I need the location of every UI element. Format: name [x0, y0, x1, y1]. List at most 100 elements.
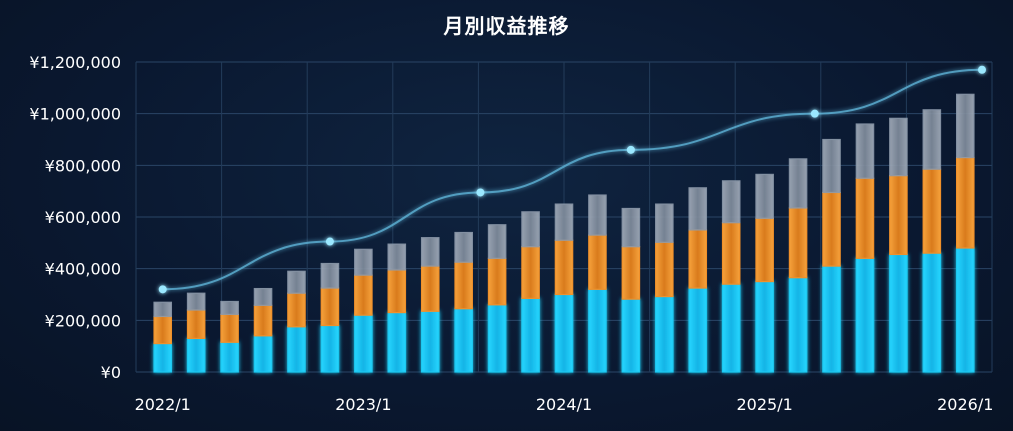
- bar-segment-bottom: [688, 287, 708, 373]
- x-tick-label: 2026/1: [937, 395, 993, 414]
- bar-segment-top: [855, 123, 875, 179]
- bar-segment-bottom: [755, 280, 774, 373]
- bar-segment-bottom: [588, 288, 607, 373]
- bar-segment-middle: [855, 177, 875, 259]
- bar-segment-top: [387, 243, 407, 271]
- bar-segment-top: [688, 187, 708, 231]
- bar-segment-top: [922, 109, 942, 170]
- trend-point: [626, 145, 635, 154]
- x-tick-label: 2022/1: [135, 395, 191, 414]
- bar-segment-middle: [320, 287, 340, 327]
- bar-segment-middle: [588, 234, 607, 290]
- bar-segment-bottom: [922, 252, 942, 373]
- bar-segment-middle: [621, 246, 641, 300]
- x-tick-label: 2025/1: [736, 395, 792, 414]
- bar-segment-bottom: [387, 311, 407, 373]
- bar-segment-top: [287, 270, 306, 294]
- bar-segment-bottom: [554, 293, 574, 373]
- bar-segment-bottom: [788, 277, 808, 373]
- line-layer: [158, 65, 986, 294]
- bar-segment-middle: [688, 229, 708, 289]
- chart-title: 月別収益推移: [443, 14, 570, 38]
- bar-segment-top: [354, 248, 373, 276]
- bar-segment-bottom: [955, 247, 975, 373]
- bar-segment-middle: [922, 168, 942, 254]
- bar-segment-top: [788, 158, 808, 209]
- bar-segment-top: [721, 180, 741, 224]
- y-tick-label: ¥600,000: [45, 208, 121, 227]
- x-tick-label: 2024/1: [536, 395, 592, 414]
- bar-segment-bottom: [621, 298, 641, 373]
- bar-segment-top: [521, 211, 540, 248]
- bar-segment-middle: [354, 274, 373, 316]
- bar-segment-top: [454, 231, 473, 263]
- bar-segment-top: [822, 138, 841, 194]
- trend-point: [158, 285, 167, 294]
- bar-segment-bottom: [655, 295, 674, 373]
- bar-segment-bottom: [420, 310, 440, 373]
- bar-segment-bottom: [487, 304, 507, 373]
- y-tick-label: ¥400,000: [45, 260, 121, 279]
- bar-segment-middle: [253, 304, 273, 337]
- bar-segment-middle: [487, 257, 507, 306]
- bar-segment-bottom: [153, 342, 173, 373]
- trend-point: [978, 65, 986, 74]
- bar-segment-middle: [955, 156, 975, 249]
- y-tick-label: ¥0: [101, 363, 121, 382]
- bar-segment-middle: [822, 191, 841, 267]
- bar-segment-top: [889, 117, 908, 177]
- bar-segment-bottom: [521, 297, 540, 373]
- trend-point: [325, 237, 334, 246]
- bar-segment-top: [320, 262, 340, 289]
- bar-segment-bottom: [855, 257, 875, 373]
- y-tick-label: ¥800,000: [45, 156, 121, 175]
- bar-segment-bottom: [354, 314, 373, 373]
- y-tick-label: ¥1,200,000: [29, 53, 121, 72]
- bar-segment-bottom: [253, 335, 273, 373]
- bar-segment-middle: [420, 265, 440, 312]
- bar-segment-middle: [755, 217, 774, 283]
- bars-layer: [153, 93, 975, 373]
- y-tick-label: ¥1,000,000: [29, 105, 121, 124]
- bar-segment-bottom: [822, 265, 841, 373]
- bar-segment-bottom: [721, 283, 741, 373]
- bar-segment-bottom: [889, 253, 908, 373]
- y-tick-label: ¥200,000: [45, 311, 121, 330]
- bar-segment-middle: [655, 241, 674, 298]
- bar-segment-middle: [186, 309, 206, 340]
- trend-point: [476, 188, 485, 197]
- bar-segment-middle: [454, 261, 473, 310]
- bar-segment-middle: [721, 222, 741, 285]
- bar-segment-middle: [554, 239, 574, 296]
- bar-segment-top: [554, 203, 574, 241]
- bar-segment-middle: [153, 315, 173, 345]
- bar-segment-middle: [521, 246, 540, 299]
- bar-segment-top: [253, 287, 273, 306]
- bar-segment-middle: [220, 313, 239, 343]
- bar-segment-middle: [889, 175, 908, 256]
- bar-segment-bottom: [320, 324, 340, 373]
- trend-line: [162, 68, 983, 291]
- trend-point: [810, 109, 819, 118]
- bar-segment-middle: [788, 207, 808, 279]
- bar-segment-bottom: [454, 308, 473, 373]
- bar-segment-top: [655, 203, 674, 243]
- bar-segment-bottom: [287, 326, 306, 373]
- bar-segment-top: [186, 292, 206, 311]
- x-tick-label: 2023/1: [335, 395, 391, 414]
- bar-segment-top: [220, 300, 239, 315]
- bar-segment-middle: [387, 269, 407, 314]
- bar-segment-top: [420, 237, 440, 267]
- axis-layer: ¥0 ¥200,000 ¥400,000 ¥600,000 ¥800,000 ¥1,000…: [29, 53, 993, 414]
- bar-segment-top: [955, 93, 975, 159]
- bar-segment-middle: [287, 292, 306, 328]
- bar-segment-top: [487, 224, 507, 259]
- bar-segment-top: [588, 194, 607, 236]
- bar-segment-bottom: [220, 341, 239, 373]
- bar-segment-top: [621, 207, 641, 248]
- bar-segment-top: [153, 301, 173, 318]
- bar-segment-top: [755, 173, 774, 219]
- bar-segment-bottom: [186, 337, 206, 373]
